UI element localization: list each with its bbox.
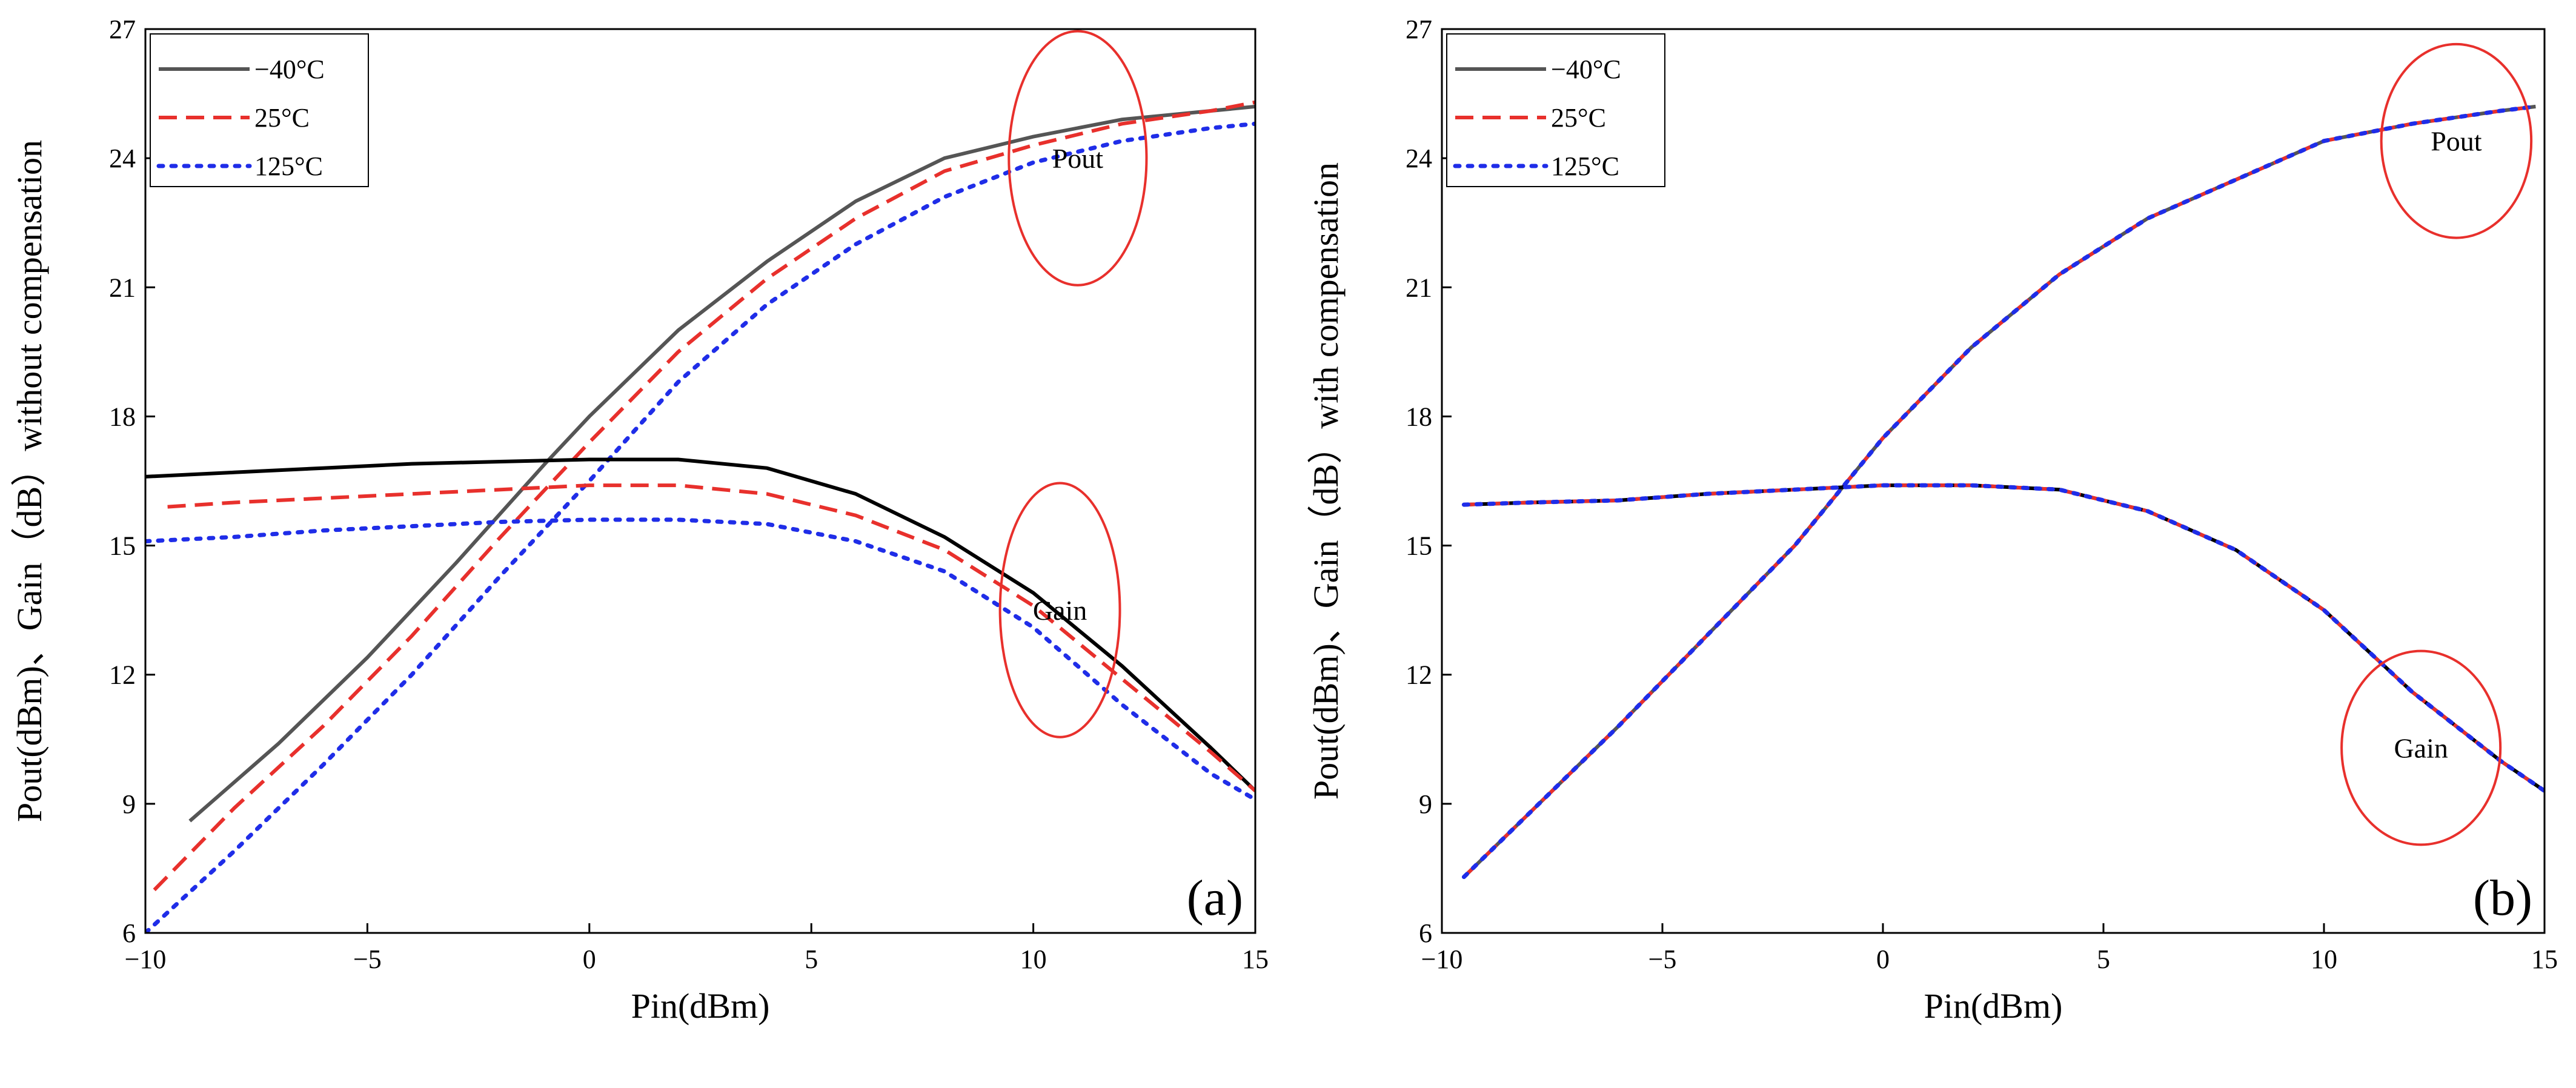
annotation-ellipse-pout — [1007, 30, 1148, 287]
series-group — [1461, 104, 2544, 880]
series-line-pout-dotted — [1461, 104, 2538, 880]
legend-box — [150, 33, 369, 187]
x-tick-label: 10 — [1020, 944, 1047, 974]
chart-panel-b: −10 −5 0 5 10 15 6 9 12 15 18 21 24 27 Pin(dBm) Pout(dB… — [1306, 15, 2558, 1026]
y-tick-label: 18 — [1406, 402, 1432, 431]
y-tick-label: 9 — [1419, 789, 1432, 819]
series-line-pout-solid — [188, 104, 1255, 823]
annotation-ellipse-gain — [998, 482, 1121, 738]
y-tick-label: 9 — [122, 789, 136, 819]
legend-label: −40°C — [1551, 55, 1621, 84]
y-tick-label: 27 — [109, 15, 136, 44]
y-tick-label: 15 — [109, 531, 136, 561]
x-axis-title: Pin(dBm) — [631, 986, 770, 1026]
annotation-ellipse-pout — [2380, 42, 2533, 239]
plot-frame — [1441, 28, 2546, 934]
y-tick-label: 12 — [109, 660, 136, 690]
x-tick-label: 15 — [1242, 944, 1269, 974]
series-line-gain-dotted — [1461, 483, 2544, 793]
y-tick-label: 21 — [109, 273, 136, 302]
y-axis-title: Pout(dBm)、Gain（dB）with compensation — [1306, 162, 1346, 800]
y-tick-label: 27 — [1406, 15, 1432, 44]
series-line-pout-dotted — [145, 121, 1255, 933]
legend: −40°C 25°C 125°C — [150, 33, 369, 187]
legend-label: 25°C — [254, 103, 310, 133]
x-tick-label: 0 — [583, 944, 596, 974]
y-tick-label: 24 — [1406, 144, 1432, 173]
series-line-gain-dashed — [1464, 483, 2544, 792]
y-tick-label: 6 — [122, 918, 136, 948]
x-tick-label: 10 — [2311, 944, 2337, 974]
legend-label: 125°C — [254, 151, 323, 181]
series-line-gain-solid — [1464, 483, 2544, 792]
x-tick-label: −10 — [1421, 944, 1463, 974]
series-group — [145, 100, 1255, 933]
y-tick-label: 24 — [109, 144, 136, 173]
legend-label: −40°C — [254, 55, 325, 84]
x-tick-label: −10 — [125, 944, 167, 974]
y-axis-title: Pout(dBm)、Gain（dB）without compensation — [10, 140, 49, 822]
y-tick-label: 21 — [1406, 273, 1432, 302]
legend-label: 25°C — [1551, 103, 1606, 133]
x-tick-label: −5 — [353, 944, 382, 974]
x-tick-label: 5 — [2097, 944, 2110, 974]
annotation-label-gain: Gain — [2394, 732, 2448, 763]
series-line-pout-dashed — [1462, 104, 2536, 878]
x-tick-label: 5 — [805, 944, 818, 974]
annotation-label-gain: Gain — [1033, 595, 1087, 626]
x-tick-label: 15 — [2531, 944, 2558, 974]
annotation-label-pout: Pout — [2431, 126, 2482, 157]
annotation-label-pout: Pout — [1052, 143, 1104, 174]
legend-label: 125°C — [1551, 151, 1619, 181]
chart-panel-a: −10 −5 0 5 10 15 6 9 12 15 18 21 24 27 Pin(dBm) Pout(dB… — [10, 15, 1269, 1026]
panel-label: (b) — [2473, 870, 2532, 926]
x-tick-label: −5 — [1648, 944, 1677, 974]
series-line-gain-dotted — [145, 517, 1255, 802]
plot-frame — [144, 28, 1256, 934]
y-tick-label: 12 — [1406, 660, 1432, 690]
y-tick-label: 18 — [109, 402, 136, 431]
x-tick-label: 0 — [1876, 944, 1890, 974]
series-line-pout-solid — [1462, 104, 2536, 878]
series-line-pout-dashed — [153, 100, 1255, 892]
x-axis-title: Pin(dBm) — [1924, 986, 2063, 1026]
y-tick-label: 15 — [1406, 531, 1432, 561]
legend: −40°C 25°C 125°C — [1446, 33, 1665, 187]
series-line-gain-dashed — [167, 483, 1255, 792]
legend-box — [1446, 33, 1665, 187]
series-line-gain-solid — [145, 457, 1255, 792]
annotation-ellipse-gain — [2340, 649, 2502, 846]
y-tick-label: 6 — [1419, 918, 1432, 948]
panel-label: (a) — [1187, 870, 1243, 926]
